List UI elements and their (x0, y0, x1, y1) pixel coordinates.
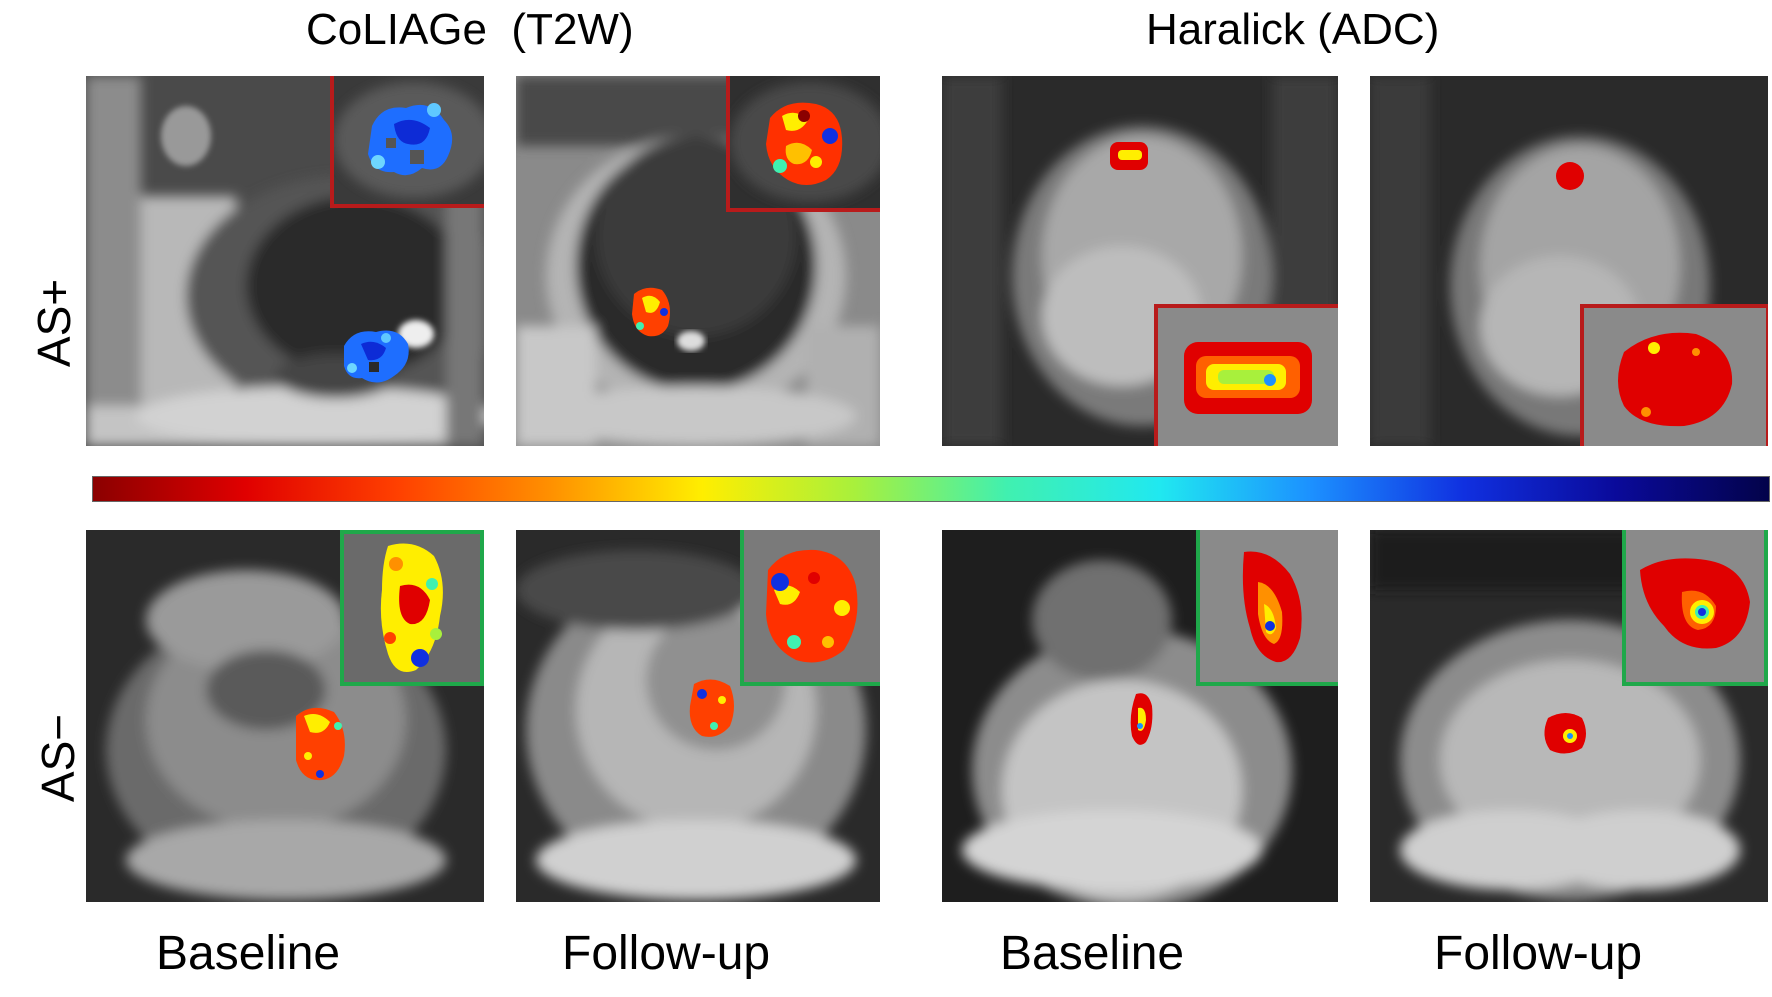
row-label-as-plus: AS+ (28, 278, 81, 368)
inset-box-haralick-followup-as-minus (1622, 530, 1768, 686)
inset-box-coliage-followup-as-plus (726, 76, 880, 212)
mri-panel-haralick-baseline-as-plus (942, 76, 1338, 446)
row-label-as-minus: AS− (32, 713, 85, 803)
mri-panel-haralick-baseline-as-minus (942, 530, 1338, 902)
inset-box-haralick-baseline-as-minus (1196, 530, 1338, 686)
column-label-baseline-coliage: Baseline (156, 927, 341, 980)
inset-box-haralick-followup-as-plus (1580, 304, 1768, 446)
haralick-header: Haralick (ADC) (1146, 5, 1440, 54)
inset-box-coliage-baseline-as-plus (330, 76, 484, 208)
coliage-header: CoLIAGe (T2W) (306, 5, 634, 54)
mri-panel-coliage-followup-as-plus (516, 76, 880, 446)
column-label-baseline-haralick: Baseline (1000, 927, 1185, 980)
inset-box-coliage-baseline-as-minus (340, 530, 484, 686)
inset-box-coliage-followup-as-minus (740, 530, 880, 686)
inset-box-haralick-baseline-as-plus (1154, 304, 1338, 446)
mri-panel-coliage-followup-as-minus (516, 530, 880, 902)
mri-panel-haralick-followup-as-minus (1370, 530, 1768, 902)
colorbar (92, 476, 1770, 502)
mri-panel-coliage-baseline-as-plus (86, 76, 484, 446)
mri-panel-haralick-followup-as-plus (1370, 76, 1768, 446)
mri-panel-coliage-baseline-as-minus (86, 530, 484, 902)
column-label-followup-haralick: Follow-up (1434, 927, 1643, 980)
column-label-followup-coliage: Follow-up (562, 927, 771, 980)
